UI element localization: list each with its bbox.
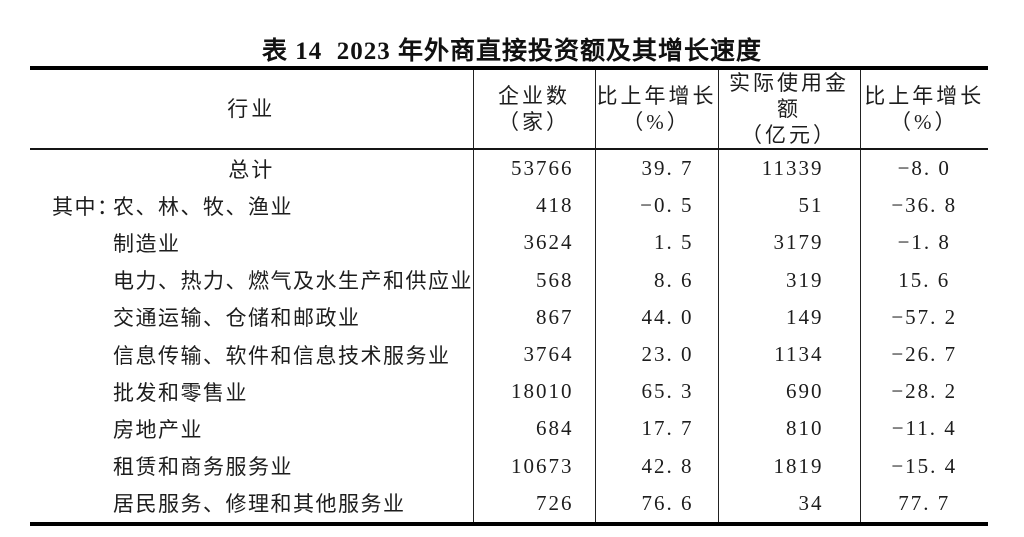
cell-industry: 电力、热力、燃气及水生产和供应业	[30, 262, 473, 299]
cell-amount-used: 690	[717, 373, 860, 411]
table-title: 表 14 2023 年外商直接投资额及其增长速度	[261, 38, 762, 65]
cell-enterprises-growth: 44. 0	[594, 298, 718, 336]
table-header: 行业 企业数 （家） 比上年增长 （%） 实际使用金额 （亿元） 比上年增长 （…	[30, 68, 988, 149]
table-row: 租赁和商务服务业 10673 42. 8 1819 −15. 4	[30, 447, 988, 485]
industry-name: 房地产业	[113, 417, 203, 442]
header-amount-used: 实际使用金额 （亿元）	[717, 68, 860, 149]
cell-amount-used: 319	[717, 261, 860, 299]
header-enterprises-growth: 比上年增长 （%）	[594, 68, 718, 149]
cell-enterprises: 18010	[472, 373, 595, 411]
header-amount-growth: 比上年增长 （%）	[859, 68, 988, 149]
industry-name: 电力、热力、燃气及水生产和供应业	[113, 269, 473, 294]
cell-amount-growth: −15. 4	[859, 447, 988, 485]
header-industry-label: 行业	[227, 97, 276, 121]
cell-amount-used: 34	[717, 484, 860, 524]
table-row: 电力、热力、燃气及水生产和供应业 568 8. 6 319 15. 6	[30, 261, 988, 299]
cell-industry: 居民服务、修理和其他服务业	[30, 485, 473, 524]
industry-name: 总计	[228, 157, 275, 182]
cell-enterprises: 53766	[472, 149, 595, 188]
cell-enterprises: 568	[472, 261, 595, 299]
cell-enterprises-growth: 42. 8	[594, 447, 718, 485]
cell-amount-growth: −8. 0	[859, 149, 988, 188]
cell-industry: 信息传输、软件和信息技术服务业	[30, 336, 473, 373]
cell-enterprises: 10673	[472, 447, 595, 485]
cell-enterprises-growth: 39. 7	[594, 149, 718, 188]
cell-enterprises-growth: 23. 0	[594, 335, 718, 374]
cell-enterprises: 726	[472, 484, 595, 524]
cell-amount-used: 810	[717, 410, 860, 448]
cell-amount-growth: −26. 7	[859, 335, 988, 374]
table-row: 房地产业 684 17. 7 810 −11. 4	[30, 410, 988, 448]
header-enterprises-label: 企业数	[498, 84, 570, 108]
fdi-table: 行业 企业数 （家） 比上年增长 （%） 实际使用金额 （亿元） 比上年增长 （…	[30, 66, 988, 526]
table-row: 其中：农、林、牧、渔业 418 −0. 5 51 −36. 8	[30, 187, 988, 225]
industry-name: 居民服务、修理和其他服务业	[113, 492, 406, 517]
cell-industry: 其中：农、林、牧、渔业	[30, 187, 473, 224]
row-prefix: 其中：	[52, 194, 120, 219]
cell-amount-used: 1134	[717, 335, 860, 374]
table-row: 批发和零售业 18010 65. 3 690 −28. 2	[30, 373, 988, 411]
cell-enterprises: 3764	[472, 335, 595, 374]
cell-industry: 制造业	[30, 224, 473, 261]
table-body: 总计 53766 39. 7 11339 −8. 0 其中：农、林、牧、渔业 418 −0. …	[30, 149, 988, 524]
industry-name: 制造业	[113, 231, 181, 256]
industry-name: 批发和零售业	[113, 380, 248, 405]
header-enterprises-growth-unit: （%）	[622, 110, 691, 134]
cell-enterprises: 867	[472, 298, 595, 336]
industry-name: 信息传输、软件和信息技术服务业	[113, 343, 451, 368]
header-amount-used-label: 实际使用金额	[729, 71, 849, 121]
table-row: 信息传输、软件和信息技术服务业 3764 23. 0 1134 −26. 7	[30, 335, 988, 374]
cell-amount-growth: −36. 8	[859, 187, 988, 225]
cell-industry: 总计	[30, 149, 473, 187]
cell-amount-used: 149	[717, 298, 860, 336]
header-amount-growth-unit: （%）	[890, 110, 959, 134]
table-header-row: 行业 企业数 （家） 比上年增长 （%） 实际使用金额 （亿元） 比上年增长 （…	[30, 68, 988, 149]
table-row: 总计 53766 39. 7 11339 −8. 0	[30, 149, 988, 188]
cell-enterprises-growth: 8. 6	[594, 261, 718, 299]
cell-amount-growth: 77. 7	[859, 484, 988, 524]
cell-industry: 交通运输、仓储和邮政业	[30, 299, 473, 336]
cell-amount-used: 11339	[717, 149, 860, 188]
cell-enterprises-growth: 17. 7	[594, 410, 718, 448]
industry-name: 农、林、牧、渔业	[113, 194, 293, 219]
cell-amount-growth: −28. 2	[859, 373, 988, 411]
cell-enterprises-growth: 76. 6	[594, 484, 718, 524]
header-amount-used-unit: （亿元）	[741, 123, 837, 147]
cell-enterprises: 418	[472, 187, 595, 225]
industry-name: 交通运输、仓储和邮政业	[113, 306, 361, 331]
cell-amount-growth: −1. 8	[859, 224, 988, 262]
cell-industry: 批发和零售业	[30, 373, 473, 410]
cell-enterprises-growth: −0. 5	[594, 187, 718, 225]
cell-enterprises: 3624	[472, 224, 595, 262]
header-enterprises-growth-label: 比上年增长	[596, 84, 717, 108]
cell-amount-used: 3179	[717, 224, 860, 262]
cell-industry: 租赁和商务服务业	[30, 448, 473, 485]
header-enterprises-unit: （家）	[498, 110, 570, 134]
industry-name: 租赁和商务服务业	[113, 455, 293, 480]
header-amount-growth-label: 比上年增长	[864, 84, 985, 108]
header-industry: 行业	[30, 68, 473, 149]
cell-enterprises: 684	[472, 410, 595, 448]
cell-enterprises-growth: 65. 3	[594, 373, 718, 411]
table-row: 交通运输、仓储和邮政业 867 44. 0 149 −57. 2	[30, 298, 988, 336]
cell-amount-used: 51	[717, 187, 860, 225]
cell-amount-used: 1819	[717, 447, 860, 485]
header-enterprises: 企业数 （家）	[472, 68, 595, 149]
table-row: 居民服务、修理和其他服务业 726 76. 6 34 77. 7	[30, 484, 988, 524]
table-row: 制造业 3624 1. 5 3179 −1. 8	[30, 224, 988, 262]
cell-amount-growth: −11. 4	[859, 410, 988, 448]
cell-amount-growth: −57. 2	[859, 298, 988, 336]
cell-enterprises-growth: 1. 5	[594, 224, 718, 262]
cell-amount-growth: 15. 6	[859, 261, 988, 299]
cell-industry: 房地产业	[30, 410, 473, 447]
